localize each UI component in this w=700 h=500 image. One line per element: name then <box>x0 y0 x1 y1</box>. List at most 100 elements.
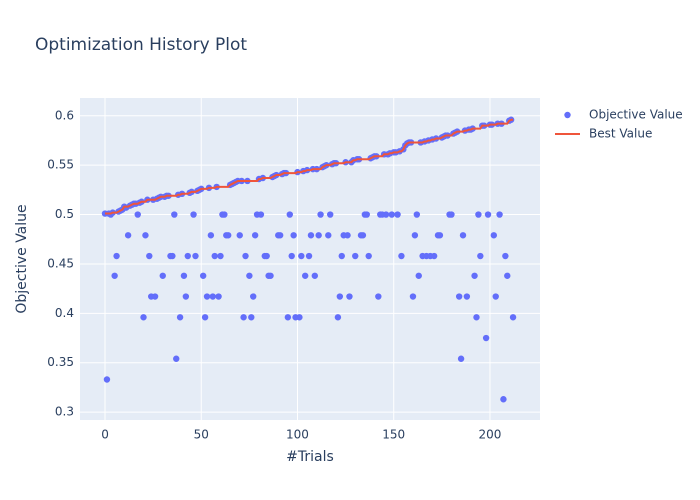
objective-point <box>151 293 159 300</box>
y-tick-label: 0.6 <box>55 108 74 122</box>
objective-point <box>334 314 342 321</box>
x-tick-label: 200 <box>479 428 502 442</box>
objective-point <box>290 232 297 239</box>
objective-point <box>475 211 482 218</box>
legend-label: Objective Value <box>589 108 683 122</box>
objective-point <box>394 211 401 218</box>
objective-point <box>203 293 211 300</box>
objective-point <box>492 293 499 300</box>
objective-point <box>375 293 382 300</box>
objective-point <box>201 314 209 321</box>
objective-point <box>307 232 315 239</box>
objective-point <box>240 314 247 321</box>
objective-point <box>352 252 359 260</box>
objective-point <box>180 272 188 279</box>
objective-point <box>286 211 293 218</box>
objective-point <box>336 293 344 300</box>
objective-point <box>182 293 190 300</box>
objective-point <box>257 211 265 218</box>
objective-point <box>311 272 319 279</box>
objective-point <box>457 355 465 362</box>
objective-point <box>159 272 166 279</box>
objective-point <box>267 272 274 279</box>
y-tick-label: 0.4 <box>55 306 74 320</box>
objective-point <box>142 232 149 239</box>
objective-point <box>502 252 509 260</box>
objective-point <box>199 272 207 279</box>
objective-point <box>500 396 507 403</box>
objective-point <box>171 211 178 218</box>
objective-point <box>301 272 309 279</box>
objective-point <box>477 252 484 260</box>
objective-point <box>455 293 463 300</box>
objective-point <box>296 314 303 321</box>
x-tick-label: 100 <box>286 428 309 442</box>
objective-point <box>504 272 511 279</box>
best-value-line <box>105 118 514 215</box>
objective-point <box>250 293 257 300</box>
objective-point <box>411 232 419 239</box>
objective-point <box>276 232 284 239</box>
objective-point <box>251 232 259 239</box>
objective-point <box>448 211 455 218</box>
objective-point <box>211 252 218 260</box>
y-tick-label: 0.5 <box>55 207 74 221</box>
y-tick-label: 0.35 <box>47 355 74 369</box>
objective-point <box>363 211 370 218</box>
legend-swatch <box>564 111 571 119</box>
y-tick-label: 0.3 <box>55 405 74 419</box>
objective-point <box>217 252 224 260</box>
objective-point <box>415 272 422 279</box>
objective-point <box>459 232 467 239</box>
objective-point <box>176 314 184 321</box>
objective-point <box>221 211 228 218</box>
objective-point <box>430 252 438 260</box>
objective-point <box>113 252 120 260</box>
objective-point <box>325 232 332 239</box>
objective-point <box>388 211 395 218</box>
objective-point <box>315 232 322 239</box>
x-tick-label: 150 <box>382 428 405 442</box>
x-tick-label: 50 <box>194 428 209 442</box>
objective-point <box>169 252 176 260</box>
objective-point <box>111 272 118 279</box>
objective-point <box>398 252 405 260</box>
objective-point <box>246 272 253 279</box>
objective-point <box>463 293 471 300</box>
objective-point <box>484 211 492 218</box>
objective-point <box>365 252 372 260</box>
objective-point <box>103 376 111 383</box>
objective-point <box>236 232 243 239</box>
objective-point <box>490 232 498 239</box>
objective-point <box>482 334 490 342</box>
objective-point <box>184 252 191 260</box>
objective-point <box>471 272 478 279</box>
objective-point <box>288 252 295 260</box>
objective-point <box>207 232 215 239</box>
objective-point <box>215 293 222 300</box>
x-tick-label: 0 <box>101 428 109 442</box>
objective-point <box>146 252 153 260</box>
objective-point <box>359 232 367 239</box>
objective-point <box>124 232 132 239</box>
objective-point <box>409 293 417 300</box>
objective-point <box>496 211 503 218</box>
objective-point <box>248 314 255 321</box>
objective-point <box>190 211 197 218</box>
objective-point <box>298 252 305 260</box>
y-axis-label: Objective Value <box>14 204 30 313</box>
objective-point <box>473 314 480 321</box>
y-tick-label: 0.45 <box>47 256 74 270</box>
objective-point <box>192 252 199 260</box>
chart-title: Optimization History Plot <box>35 35 247 55</box>
objective-point <box>327 211 334 218</box>
objective-point <box>317 211 324 218</box>
x-axis-label: #Trials <box>286 449 334 465</box>
objective-point <box>509 314 517 321</box>
objective-point <box>305 252 313 260</box>
objective-point <box>413 211 421 218</box>
legend-label: Best Value <box>589 127 652 141</box>
objective-point <box>382 211 390 218</box>
objective-point <box>338 252 345 260</box>
